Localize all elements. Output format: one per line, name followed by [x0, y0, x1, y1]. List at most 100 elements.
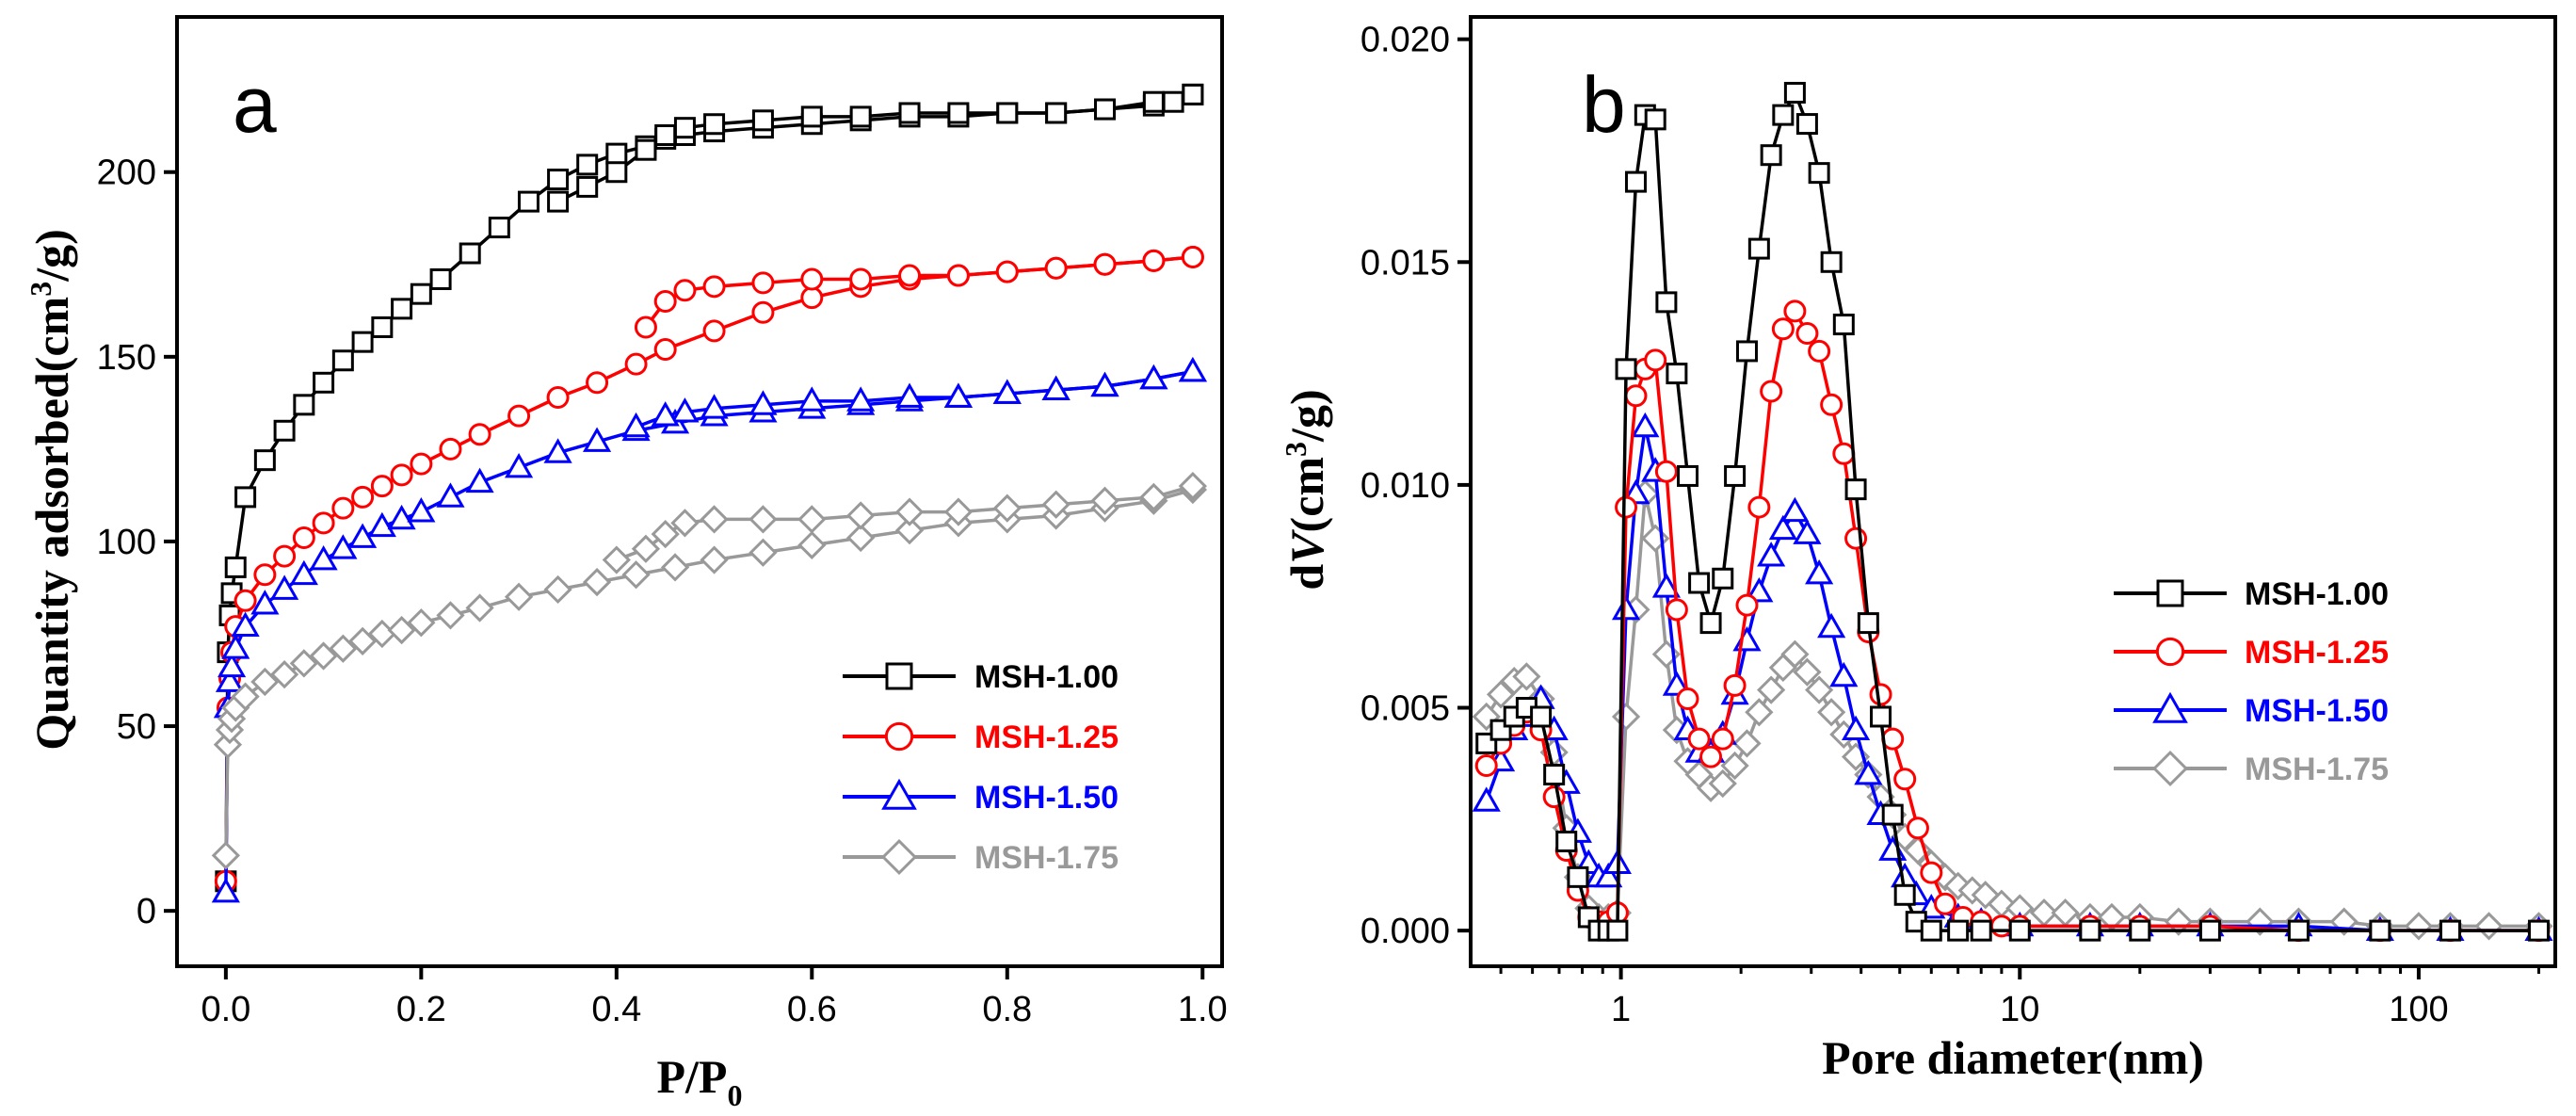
- legend-item: MSH-1.25: [843, 720, 1119, 755]
- data-point: [390, 463, 413, 487]
- data-point: [846, 501, 876, 530]
- data-point: [273, 419, 296, 442]
- data-point: [370, 475, 394, 498]
- data-point: [1615, 495, 1638, 519]
- data-point: [1793, 657, 1822, 687]
- data-point: [1654, 460, 1678, 483]
- data-point: [1808, 339, 1831, 363]
- data-point: [1970, 919, 1992, 942]
- data-point: [1724, 464, 1747, 487]
- data-point: [1906, 817, 1929, 840]
- data-point: [2129, 919, 2151, 942]
- data-point: [436, 482, 465, 508]
- data-point: [1139, 364, 1168, 390]
- x-tick-label: 1: [1611, 990, 1631, 1029]
- data-point: [1567, 865, 1589, 888]
- data-point: [2051, 898, 2080, 928]
- data-point: [621, 412, 651, 438]
- data-point: [233, 589, 257, 612]
- data-point: [1676, 687, 1699, 711]
- data-point: [2287, 919, 2310, 942]
- data-point: [1732, 626, 1762, 652]
- data-point: [1093, 252, 1117, 276]
- data-point: [312, 511, 335, 535]
- panel-b-pore-distribution: 1 10 100 0.000 0.005 0.010 0.015 0.020 b Pore …: [1279, 15, 2557, 1084]
- data-point: [1934, 892, 1957, 915]
- data-point: [1090, 371, 1119, 397]
- data-point: [211, 841, 240, 870]
- legend-label: MSH-1.00: [2245, 576, 2389, 612]
- data-point: [700, 545, 729, 574]
- data-point: [943, 497, 974, 526]
- panel-a-series: [211, 83, 1207, 903]
- legend-marker: [2155, 637, 2185, 667]
- data-point: [1920, 919, 1942, 942]
- data-point: [234, 486, 257, 509]
- data-point: [329, 634, 358, 663]
- data-point: [1594, 862, 1623, 888]
- data-point: [331, 496, 355, 520]
- data-point: [894, 516, 925, 545]
- data-point: [270, 574, 299, 600]
- data-point: [1472, 786, 1501, 812]
- x-tick-label: 0.8: [982, 990, 1032, 1029]
- data-point: [1760, 144, 1782, 167]
- legend-marker: [885, 662, 913, 690]
- data-point: [1624, 384, 1648, 408]
- data-point: [1688, 572, 1711, 594]
- data-point: [517, 190, 539, 213]
- data-point: [1795, 322, 1819, 345]
- data-point: [1820, 393, 1843, 416]
- data-point: [654, 124, 677, 147]
- x-tick-label: 1.0: [1178, 990, 1228, 1029]
- data-point: [849, 267, 873, 291]
- data-point: [1615, 358, 1637, 380]
- data-point: [1735, 593, 1759, 617]
- data-point: [634, 315, 657, 339]
- data-point: [1893, 768, 1917, 791]
- panel-b-y-axis: 0.000 0.005 0.010 0.015 0.020: [1360, 21, 1471, 951]
- data-point: [1747, 237, 1770, 260]
- panel-b-x-axis: 1 10 100: [1499, 966, 2540, 1029]
- data-point: [2439, 919, 2461, 942]
- data-point: [347, 626, 378, 655]
- data-point: [543, 438, 572, 463]
- data-point: [1757, 542, 1786, 567]
- data-point: [351, 331, 374, 353]
- data-point: [1606, 919, 1629, 942]
- data-point: [1780, 496, 1810, 523]
- data-point: [1699, 745, 1723, 768]
- data-point: [700, 394, 729, 419]
- data-point: [1142, 249, 1166, 272]
- data-point: [1711, 727, 1734, 751]
- data-point: [407, 497, 436, 523]
- data-point: [1665, 598, 1688, 622]
- data-point: [582, 427, 612, 452]
- data-point: [543, 574, 572, 605]
- data-point: [1708, 768, 1737, 799]
- data-point: [1655, 291, 1678, 314]
- data-point: [253, 563, 277, 587]
- data-point: [410, 452, 433, 476]
- data-point: [439, 437, 462, 461]
- legend-item: MSH-1.00: [843, 659, 1119, 695]
- data-point: [605, 161, 628, 184]
- y-tick-label: 150: [97, 338, 156, 378]
- x-tick-label: 0.4: [591, 990, 641, 1029]
- data-point: [1045, 102, 1068, 124]
- data-point: [797, 530, 827, 559]
- data-point: [751, 109, 774, 132]
- data-point: [1893, 883, 1916, 906]
- data-point: [217, 652, 247, 678]
- panel-b-label: b: [1582, 60, 1626, 149]
- data-point: [1512, 662, 1541, 691]
- legend-label: MSH-1.50: [2245, 693, 2389, 729]
- data-point: [224, 556, 247, 578]
- x-tick-label: 0.0: [201, 990, 250, 1029]
- data-point: [231, 611, 260, 638]
- data-point: [635, 138, 657, 161]
- data-point: [1182, 83, 1204, 105]
- legend-label: MSH-1.25: [2245, 635, 2389, 671]
- data-point: [1793, 519, 1822, 544]
- data-point: [800, 267, 824, 291]
